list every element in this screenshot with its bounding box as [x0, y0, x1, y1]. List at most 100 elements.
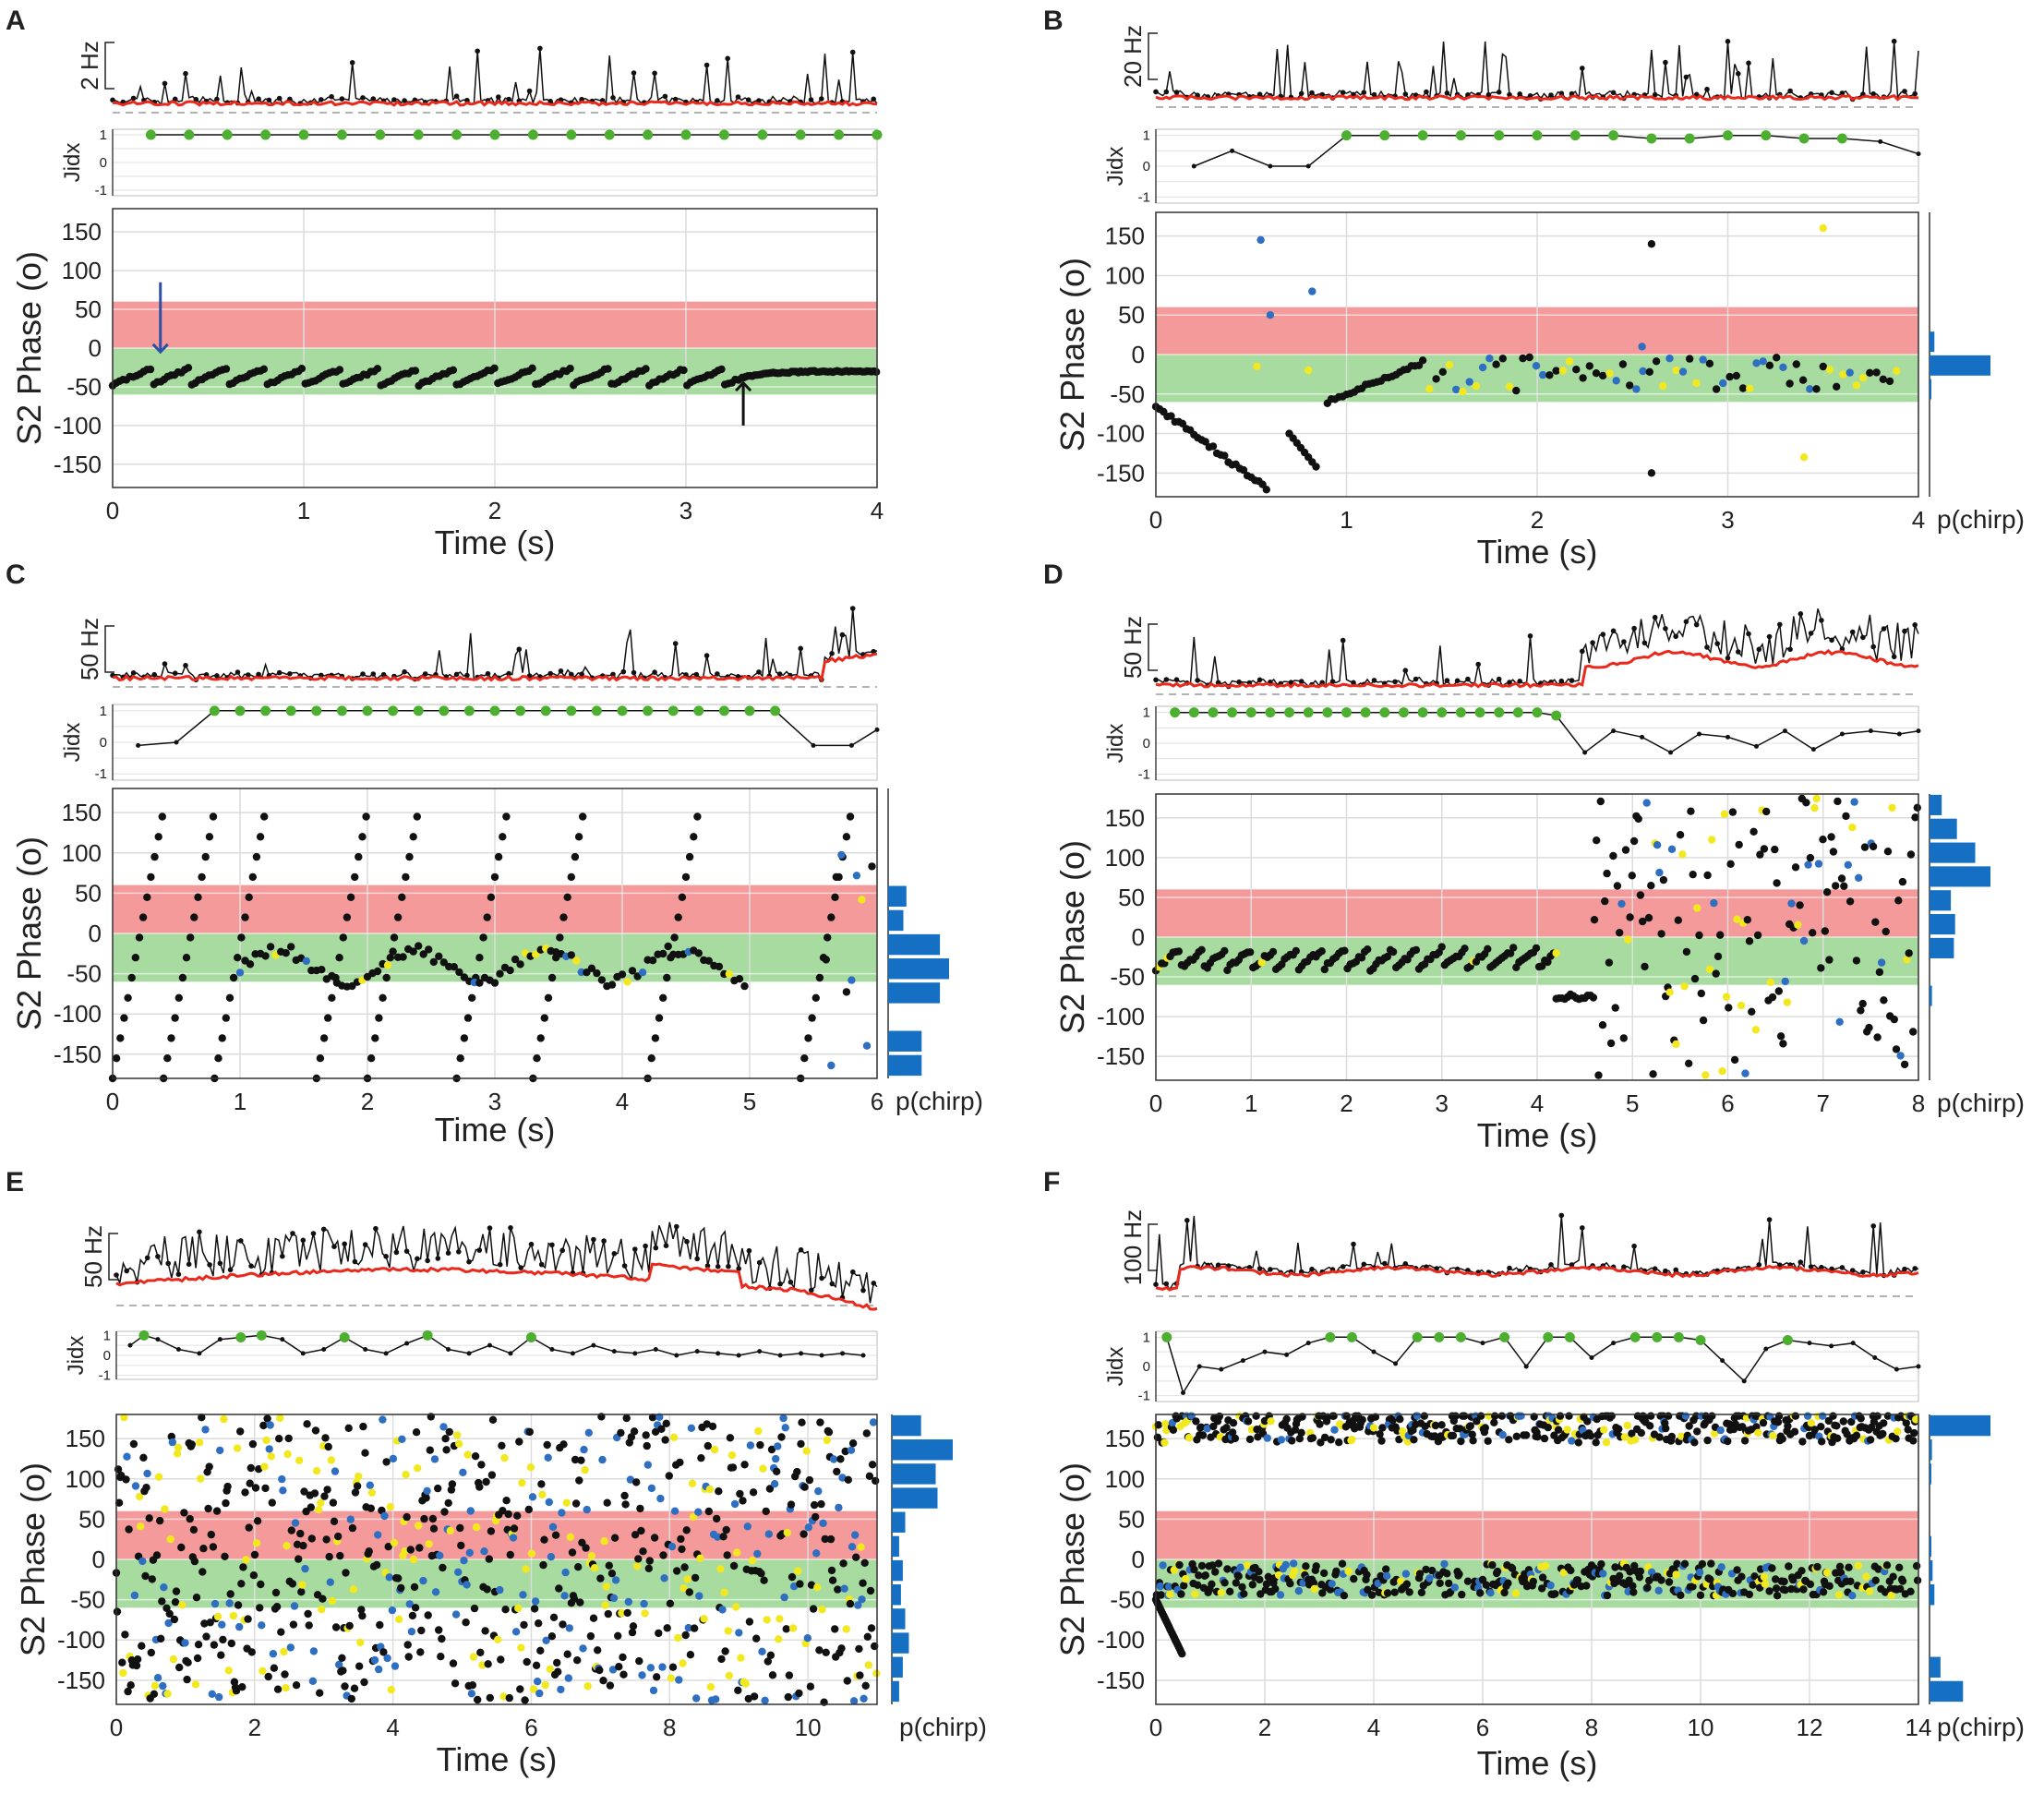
phase-point — [1730, 1055, 1739, 1065]
jidx-point — [1646, 133, 1657, 144]
phase-point — [1485, 355, 1494, 363]
phase-point — [607, 1570, 617, 1578]
jidx-point — [1684, 133, 1695, 144]
phase-point — [321, 1434, 330, 1442]
phase-point — [1208, 442, 1218, 451]
phase-point — [715, 962, 724, 971]
phase-point — [468, 993, 476, 1003]
phase-point — [1818, 1438, 1826, 1446]
phase-point — [689, 1512, 698, 1522]
phase-point — [1607, 1412, 1616, 1420]
phase-point — [1626, 913, 1634, 921]
phase-point — [789, 1582, 799, 1591]
phase-point — [714, 1533, 722, 1541]
phase-point — [1749, 827, 1758, 836]
phase-point — [803, 1634, 812, 1643]
phase-point — [582, 1544, 590, 1552]
x-tick-label: 1 — [1244, 1089, 1257, 1117]
jidx-point — [339, 1332, 350, 1342]
jidx-point — [566, 129, 577, 140]
phase-point — [328, 993, 336, 1003]
chirp-trace-point — [214, 673, 220, 679]
phase-point — [365, 1547, 373, 1556]
jidx-point — [1262, 1349, 1268, 1354]
jidx-point — [1569, 130, 1581, 141]
phase-point — [694, 1508, 703, 1516]
phase-point — [1456, 1425, 1464, 1433]
phase-point — [750, 1692, 759, 1701]
phase-point — [1473, 1417, 1481, 1426]
phase-point — [1539, 370, 1547, 379]
x-tick-label: 7 — [1817, 1089, 1830, 1117]
phase-point — [546, 1665, 554, 1674]
chirp-trace-point — [809, 1287, 814, 1294]
phase-point — [379, 1648, 388, 1656]
phase-point — [586, 1631, 595, 1641]
chirp-trace-point — [777, 1281, 783, 1287]
chirp-trace-point — [776, 671, 783, 677]
phase-point — [1544, 957, 1552, 967]
phase-point — [1556, 1412, 1565, 1420]
phase-point — [158, 1597, 166, 1606]
phase-point — [490, 364, 499, 372]
phase-point — [795, 1689, 803, 1698]
phase-point — [1667, 1432, 1677, 1441]
phase-point — [251, 1484, 260, 1492]
phase-point — [260, 1462, 269, 1471]
phase-point — [371, 1034, 379, 1042]
phase-point — [1771, 845, 1779, 854]
phase-point — [722, 1525, 730, 1534]
phase-point — [744, 1694, 752, 1703]
phase-point — [802, 1447, 811, 1455]
chirp-trace-point — [1402, 668, 1409, 673]
phase-point — [367, 1488, 377, 1498]
chirp-trace-point — [1902, 1266, 1907, 1272]
chirp-trace-point — [266, 97, 272, 103]
jidx-tick: 1 — [100, 127, 107, 143]
phase-point — [1476, 1589, 1485, 1597]
phase-point — [574, 833, 583, 841]
phase-point — [415, 1522, 423, 1530]
phase-point — [1882, 927, 1890, 936]
phase-point — [131, 1482, 140, 1490]
phase-point — [287, 943, 295, 951]
phase-point — [1678, 367, 1688, 376]
jidx-point — [1850, 1341, 1856, 1346]
phase-point — [669, 1433, 679, 1442]
phase-point — [779, 1414, 788, 1423]
phase-point — [298, 1581, 307, 1589]
phase-point — [589, 1614, 598, 1622]
phase-point — [554, 1667, 562, 1676]
phase-point — [1825, 366, 1834, 374]
phase-point — [677, 1534, 685, 1544]
chirp-trace-point — [234, 669, 241, 675]
chirp-trace-point — [1787, 646, 1793, 653]
phase-point — [295, 1555, 303, 1563]
chirp-trace-point — [1663, 1268, 1668, 1274]
chirp-trace-point — [1382, 1260, 1388, 1267]
phase-point — [118, 1658, 126, 1667]
phase-point — [222, 1498, 230, 1508]
phase-point — [1252, 1412, 1260, 1420]
chirp-trace-point — [1402, 1261, 1409, 1267]
phase-point — [120, 1413, 128, 1422]
phase-point — [847, 1446, 856, 1454]
phase-point — [237, 1580, 246, 1588]
phase-point — [221, 1552, 229, 1561]
phase-point — [466, 1507, 475, 1515]
phase-point — [697, 1454, 705, 1462]
phase-point — [1330, 1426, 1339, 1434]
phase-point — [761, 1696, 769, 1705]
phase-point — [1437, 1421, 1446, 1429]
phase-point — [1383, 1571, 1391, 1581]
phase-point — [682, 1526, 691, 1534]
phase-point — [1376, 1430, 1384, 1438]
phase-point — [848, 1439, 858, 1448]
chirp-trace-point — [1829, 637, 1834, 644]
phase-point — [1892, 1045, 1901, 1053]
phase-point — [119, 1668, 127, 1678]
phase-point — [490, 979, 499, 987]
phase-point — [576, 1598, 584, 1606]
phase-point — [1751, 1026, 1761, 1034]
